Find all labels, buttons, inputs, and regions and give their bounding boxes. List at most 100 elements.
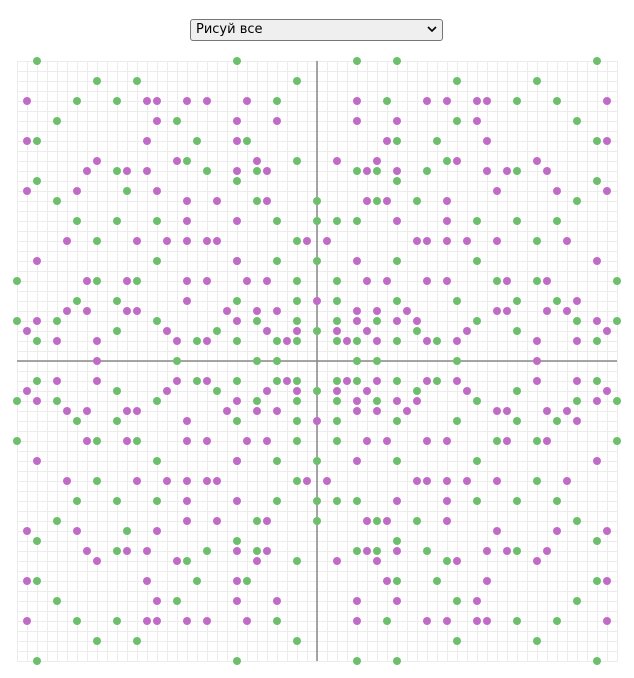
- point: [373, 397, 381, 405]
- point: [593, 397, 601, 405]
- point: [253, 197, 261, 205]
- point: [473, 217, 481, 225]
- point: [233, 547, 241, 555]
- point: [533, 477, 541, 485]
- point: [473, 497, 481, 505]
- point: [183, 417, 191, 425]
- point: [393, 537, 401, 545]
- point: [363, 437, 371, 445]
- point: [393, 297, 401, 305]
- point: [353, 497, 361, 505]
- point: [93, 157, 101, 165]
- point: [373, 517, 381, 525]
- point: [323, 477, 331, 485]
- point: [293, 377, 301, 385]
- point: [453, 117, 461, 125]
- point: [153, 217, 161, 225]
- point: [143, 547, 151, 555]
- point: [593, 457, 601, 465]
- point: [533, 157, 541, 165]
- point: [373, 197, 381, 205]
- point: [603, 527, 611, 535]
- point: [383, 517, 391, 525]
- point: [453, 297, 461, 305]
- point: [313, 517, 321, 525]
- point: [513, 217, 521, 225]
- point: [233, 257, 241, 265]
- point: [563, 237, 571, 245]
- point: [333, 417, 341, 425]
- point: [183, 197, 191, 205]
- point: [423, 547, 431, 555]
- point: [373, 407, 381, 415]
- point: [243, 97, 251, 105]
- point: [113, 297, 121, 305]
- point: [53, 117, 61, 125]
- point: [143, 97, 151, 105]
- point: [163, 387, 171, 395]
- point: [383, 617, 391, 625]
- point: [33, 317, 41, 325]
- point: [423, 97, 431, 105]
- point: [353, 257, 361, 265]
- point: [53, 597, 61, 605]
- point: [353, 357, 361, 365]
- point: [113, 547, 121, 555]
- point: [613, 317, 621, 325]
- point: [293, 437, 301, 445]
- point: [153, 597, 161, 605]
- point: [133, 307, 141, 315]
- point: [123, 407, 131, 415]
- point: [533, 277, 541, 285]
- point: [483, 137, 491, 145]
- point: [353, 397, 361, 405]
- point: [573, 417, 581, 425]
- point: [173, 597, 181, 605]
- point: [353, 457, 361, 465]
- point: [233, 317, 241, 325]
- point: [413, 197, 421, 205]
- point: [453, 417, 461, 425]
- point: [113, 617, 121, 625]
- point: [573, 597, 581, 605]
- point: [233, 417, 241, 425]
- point: [133, 277, 141, 285]
- point: [373, 307, 381, 315]
- point: [253, 157, 261, 165]
- point: [23, 97, 31, 105]
- point: [553, 417, 561, 425]
- point: [293, 77, 301, 85]
- point: [93, 477, 101, 485]
- point: [413, 517, 421, 525]
- point: [373, 317, 381, 325]
- mode-select[interactable]: Рисуй все: [190, 19, 443, 41]
- point: [353, 97, 361, 105]
- point: [213, 517, 221, 525]
- point: [243, 277, 251, 285]
- point: [363, 517, 371, 525]
- point: [73, 417, 81, 425]
- point: [413, 477, 421, 485]
- point: [393, 57, 401, 65]
- point: [133, 637, 141, 645]
- point: [463, 327, 471, 335]
- point: [133, 237, 141, 245]
- point: [513, 387, 521, 395]
- point: [93, 337, 101, 345]
- point: [333, 557, 341, 565]
- point: [533, 557, 541, 565]
- point: [383, 577, 391, 585]
- point: [603, 187, 611, 195]
- point: [373, 337, 381, 345]
- point: [133, 77, 141, 85]
- point: [33, 257, 41, 265]
- point: [613, 437, 621, 445]
- point: [183, 517, 191, 525]
- point: [213, 387, 221, 395]
- point: [223, 407, 231, 415]
- point: [133, 477, 141, 485]
- point: [333, 387, 341, 395]
- point: [393, 457, 401, 465]
- point: [443, 197, 451, 205]
- point: [593, 537, 601, 545]
